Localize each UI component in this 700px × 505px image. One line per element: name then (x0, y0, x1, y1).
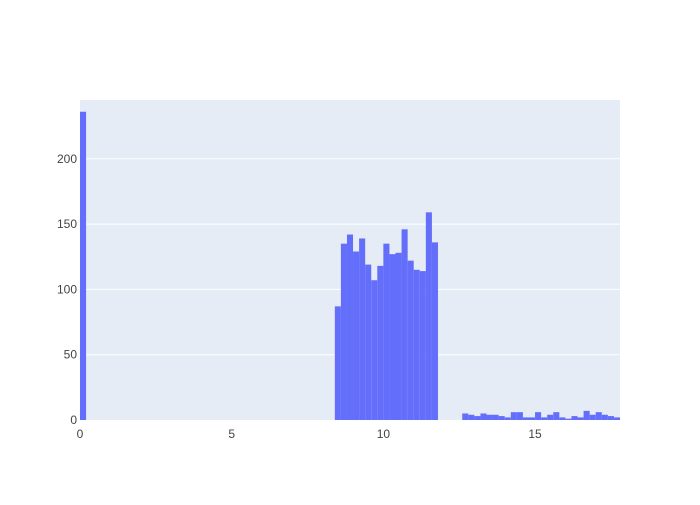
histogram-bar (613, 417, 620, 420)
histogram-bars (80, 111, 620, 421)
histogram-bar (601, 414, 608, 420)
histogram-bar (462, 413, 469, 420)
y-tick-label: 50 (64, 348, 78, 362)
histogram-bar (516, 412, 523, 420)
histogram-bar (535, 412, 542, 420)
histogram-bar (353, 251, 360, 420)
histogram-bar (468, 414, 475, 420)
histogram-bar (80, 111, 87, 421)
histogram-bar (377, 265, 384, 420)
histogram-bar (359, 238, 366, 420)
histogram-bar (565, 418, 572, 420)
histogram-bar (486, 414, 493, 420)
histogram-bar (553, 412, 560, 420)
y-tick-label: 0 (70, 413, 77, 427)
histogram-bar (407, 260, 414, 420)
histogram-bar (583, 410, 590, 420)
y-tick-label: 150 (57, 217, 77, 231)
histogram-bar (340, 243, 347, 420)
histogram-bar (389, 254, 396, 420)
histogram-bar (383, 243, 390, 420)
x-tick-label: 15 (528, 427, 542, 441)
x-tick-label: 5 (228, 427, 235, 441)
x-axis-ticks: 0 5 10 15 (77, 427, 542, 441)
histogram-bar (510, 412, 517, 420)
histogram-bar (431, 242, 438, 420)
histogram-bar (595, 412, 602, 420)
histogram-bar (395, 252, 402, 420)
y-tick-label: 200 (57, 152, 77, 166)
histogram-bar (528, 417, 536, 420)
histogram-bar (346, 234, 354, 420)
histogram-bar (589, 414, 596, 420)
histogram-bar (541, 417, 548, 420)
histogram-bar (571, 416, 578, 420)
histogram-bar (334, 306, 341, 420)
x-tick-label: 0 (77, 427, 84, 441)
histogram-bar (607, 416, 614, 420)
histogram-bar (522, 417, 529, 420)
histogram-bar (492, 414, 499, 420)
histogram-bar (547, 414, 554, 420)
histogram-bar (371, 280, 378, 420)
histogram-bar (425, 212, 432, 420)
histogram-bar (577, 417, 584, 420)
y-tick-label: 100 (57, 282, 77, 296)
histogram-bar (419, 271, 426, 420)
histogram-bar (413, 269, 420, 420)
histogram-bar (504, 417, 511, 420)
histogram-bar (480, 413, 487, 420)
histogram-bar (401, 229, 408, 420)
histogram-bar (365, 264, 372, 420)
histogram-bar (559, 417, 566, 420)
histogram-bar (474, 416, 481, 420)
histogram-bar (498, 416, 505, 420)
y-axis-ticks: 0 50 100 150 200 (57, 152, 77, 427)
x-tick-label: 10 (377, 427, 391, 441)
